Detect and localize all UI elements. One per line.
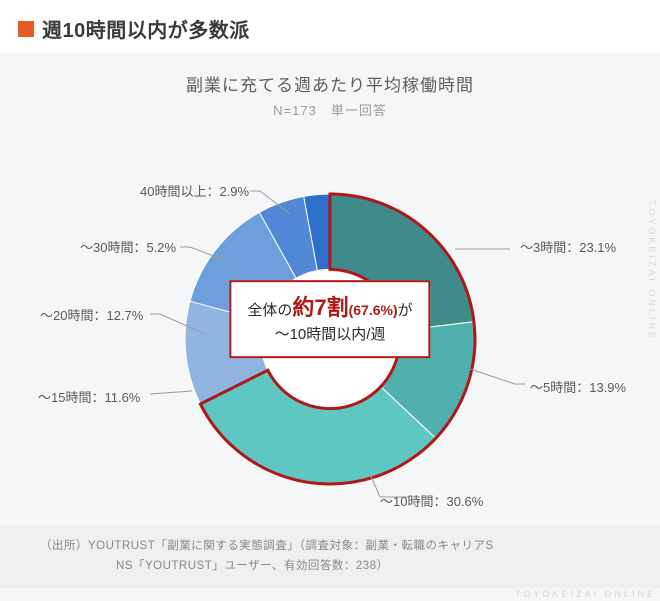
donut-chart: 全体の約7割(67.6%)が ～10時間以内/週 ～3時間：23.1% ～5時間：… — [10, 119, 650, 519]
chart-area: 副業に充てる週あたり平均稼働時間 N=173 単一回答 全体の約7割(67.6%… — [0, 53, 660, 525]
source-citation: （出所）YOUTRUST「副業に関する実態調査」（調査対象：副業・転職のキャリア… — [0, 525, 660, 588]
slice-label: ～15時間：11.6% — [38, 387, 140, 406]
watermark-bottom: TOYOKEIZAI ONLINE — [515, 589, 656, 599]
leader-line — [150, 391, 192, 394]
center-accent-small: (67.6%) — [349, 302, 398, 318]
center-line-1: 全体の約7割(67.6%)が — [247, 292, 412, 324]
slice-label: 40時間以上：2.9% — [140, 181, 249, 200]
center-line-2: ～10時間以内/週 — [247, 324, 412, 346]
header: 週10時間以内が多数派 — [0, 0, 660, 53]
slice-label: ～5時間：13.9% — [530, 377, 626, 396]
chart-subtitle: N=173 単一回答 — [10, 100, 650, 119]
center-callout-box: 全体の約7割(67.6%)が ～10時間以内/週 — [229, 280, 430, 358]
chart-title: 副業に充てる週あたり平均稼働時間 — [10, 71, 650, 96]
slice-label: ～3時間：23.1% — [520, 237, 616, 256]
source-line-2: NS「YOUTRUST」ユーザー、有効回答数：238） — [40, 557, 620, 577]
watermark-side: TOYOKEIZAI ONLINE — [647, 200, 657, 341]
leader-line — [470, 369, 525, 384]
slice-label: ～20時間：12.7% — [40, 305, 143, 324]
header-title: 週10時間以内が多数派 — [42, 14, 250, 43]
slice-label: ～10時間：30.6% — [380, 491, 483, 510]
header-accent-square — [18, 21, 34, 37]
center-accent: 約7割 — [292, 295, 348, 320]
center-suffix: が — [398, 302, 413, 319]
slice-label: ～30時間：5.2% — [80, 237, 176, 256]
source-line-1: （出所）YOUTRUST「副業に関する実態調査」（調査対象：副業・転職のキャリア… — [40, 537, 620, 557]
center-prefix: 全体の — [247, 302, 292, 319]
